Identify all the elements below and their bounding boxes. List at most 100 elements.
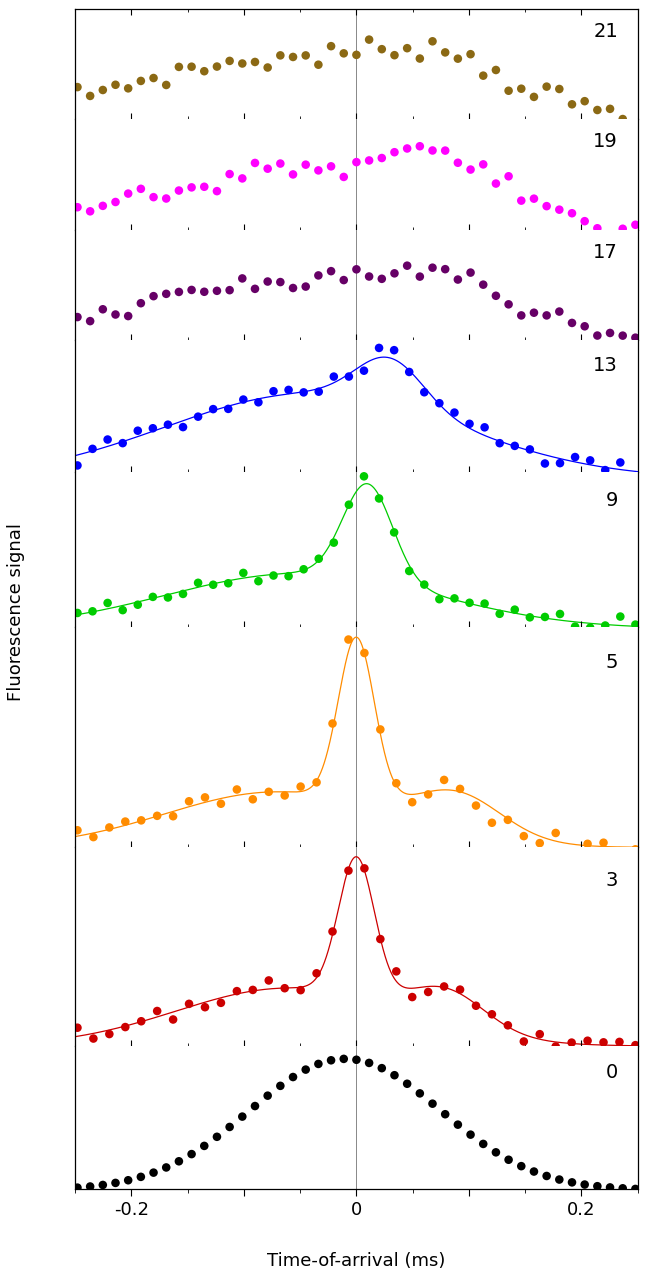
Point	[542, 197, 552, 217]
Point	[72, 77, 82, 97]
Point	[275, 272, 286, 292]
Point	[72, 456, 82, 476]
Point	[374, 338, 385, 359]
Point	[555, 453, 565, 473]
Point	[223, 398, 233, 419]
Point	[364, 267, 374, 287]
Point	[212, 281, 222, 301]
Point	[339, 167, 349, 188]
Point	[570, 616, 580, 637]
Point	[630, 1179, 641, 1199]
Point	[343, 495, 354, 516]
Point	[551, 1036, 561, 1057]
Point	[264, 782, 274, 803]
Point	[504, 1150, 514, 1170]
Point	[585, 618, 595, 638]
Point	[478, 274, 489, 295]
Point	[359, 643, 370, 664]
Point	[174, 56, 184, 77]
Point	[199, 787, 210, 808]
Point	[72, 197, 82, 217]
Point	[288, 278, 298, 299]
Point	[540, 453, 550, 473]
Point	[152, 805, 162, 826]
Point	[97, 80, 108, 101]
Point	[186, 279, 197, 300]
Point	[85, 85, 95, 106]
Point	[630, 1035, 641, 1055]
Point	[199, 176, 209, 197]
Point	[111, 191, 121, 212]
Point	[478, 65, 489, 85]
Point	[592, 1176, 602, 1197]
Point	[118, 433, 128, 453]
Point	[375, 929, 386, 949]
Point	[88, 827, 99, 847]
Point	[407, 986, 417, 1007]
Point	[389, 142, 400, 162]
Point	[554, 1169, 564, 1189]
Point	[313, 265, 324, 286]
Point	[313, 55, 324, 75]
Point	[434, 590, 445, 610]
Point	[174, 1151, 184, 1171]
Point	[343, 860, 354, 880]
Point	[519, 826, 529, 846]
Point	[268, 382, 279, 402]
Point	[212, 1127, 222, 1147]
Point	[178, 583, 188, 604]
Point	[253, 570, 264, 591]
Point	[161, 75, 171, 96]
Point	[238, 563, 249, 583]
Point	[389, 339, 400, 360]
Point	[136, 810, 146, 831]
Point	[630, 471, 641, 491]
Point	[554, 301, 564, 322]
Point	[516, 305, 526, 325]
Point	[389, 522, 400, 542]
Point	[579, 211, 590, 231]
Point	[72, 306, 82, 327]
Point	[494, 433, 505, 453]
Point	[528, 1161, 539, 1182]
Point	[148, 419, 158, 439]
Point	[567, 313, 577, 333]
Point	[275, 153, 286, 174]
Point	[509, 435, 520, 456]
Point	[224, 51, 235, 71]
Point	[407, 792, 417, 813]
Point	[534, 1023, 545, 1044]
Point	[248, 980, 258, 1000]
Point	[503, 810, 513, 831]
Point	[415, 1083, 425, 1104]
Point	[466, 43, 476, 64]
Point	[466, 1124, 476, 1145]
Point	[232, 780, 242, 800]
Point	[528, 87, 539, 107]
Point	[300, 154, 311, 175]
Point	[296, 776, 306, 796]
Point	[402, 255, 413, 276]
Point	[161, 1157, 171, 1178]
Point	[85, 202, 95, 222]
Point	[133, 421, 143, 441]
Point	[123, 1170, 133, 1191]
Point	[464, 413, 475, 434]
Point	[592, 100, 602, 120]
Point	[103, 429, 113, 449]
Point	[224, 163, 235, 184]
Point	[135, 1166, 146, 1187]
Point	[120, 1017, 131, 1037]
Point	[525, 439, 535, 459]
Point	[479, 417, 490, 438]
Point	[404, 362, 415, 383]
Point	[351, 45, 362, 65]
Point	[579, 316, 590, 337]
Point	[212, 56, 222, 77]
Point	[389, 1065, 400, 1086]
Point	[617, 218, 628, 239]
Point	[554, 79, 564, 100]
Point	[598, 1032, 609, 1053]
Point	[351, 1050, 362, 1071]
Point	[490, 174, 501, 194]
